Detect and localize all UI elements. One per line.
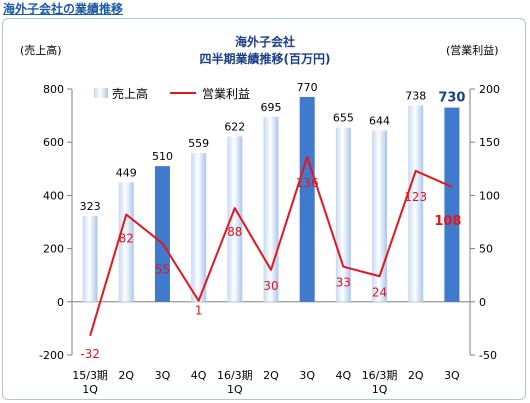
y-axis-left-label: (売上高) [20, 43, 62, 57]
bar-value-label: 730 [438, 91, 465, 106]
bar [227, 136, 243, 302]
bar-value-label: 770 [297, 81, 318, 94]
chart-subtitle: 四半期業績推移(百万円) [200, 51, 331, 66]
legend-bar-swatch [94, 88, 108, 98]
bar [444, 107, 460, 302]
line-value-label: 30 [263, 279, 278, 293]
y-tick-label-right: 100 [479, 189, 500, 202]
bar-value-label: 644 [369, 114, 390, 127]
x-tick-label: 3Q [155, 369, 171, 382]
chart-title: 海外子会社 [235, 34, 295, 49]
line-value-label: 136 [296, 176, 319, 190]
line-value-label: 33 [336, 276, 351, 290]
x-tick-label: 15/3期 1Q [72, 369, 108, 396]
bar [154, 166, 170, 302]
operating-profit-line [89, 156, 453, 337]
y-tick-label-left: 800 [43, 83, 64, 96]
bar-value-label: 323 [80, 200, 101, 213]
y-tick-label-left: 400 [43, 189, 64, 202]
bar [191, 153, 207, 302]
y-tick-label-right: -50 [479, 349, 497, 362]
page-heading: 海外子会社の業績推移 [3, 2, 124, 16]
bar-value-label: 655 [333, 112, 354, 125]
line-value-label: 55 [155, 262, 170, 276]
y-tick-label-left: 200 [43, 243, 64, 256]
x-tick-label: 2Q [263, 369, 279, 382]
legend-bar-label: 売上高 [112, 86, 148, 101]
bar-value-label: 559 [188, 137, 209, 150]
y-tick-label-right: 50 [479, 243, 493, 256]
legend-line-label: 営業利益 [202, 87, 250, 101]
bar-value-label: 695 [261, 101, 282, 114]
y-tick-label-right: 0 [479, 296, 486, 309]
y-tick-label-right: 200 [479, 83, 500, 96]
x-tick-label: 16/3期 1Q [217, 369, 253, 396]
line-value-label: 82 [119, 232, 134, 246]
bar [82, 215, 98, 302]
x-tick-label: 4Q [336, 369, 352, 382]
line-value-label: 123 [404, 190, 427, 204]
line-value-label: 1 [195, 304, 203, 318]
y-axis-right-label: (営業利益) [446, 43, 499, 57]
x-tick-label: 2Q [408, 369, 424, 382]
y-tick-label-right: 150 [479, 136, 500, 149]
bar-value-label: 510 [152, 150, 173, 163]
bar [372, 130, 388, 302]
chart-frame [2, 18, 526, 400]
bar [299, 96, 315, 302]
bar [408, 105, 424, 302]
legend: 売上高 営業利益 [94, 86, 250, 101]
y-tick-label-left: 600 [43, 136, 64, 149]
x-tick-label: 4Q [191, 369, 207, 382]
x-tick-label: 2Q [118, 369, 134, 382]
bar-value-label: 622 [224, 120, 245, 133]
bar [263, 116, 279, 302]
y-tick-label-left: 0 [57, 296, 64, 309]
bar [118, 182, 134, 302]
x-tick-label: 16/3期 1Q [362, 369, 398, 396]
line-value-label: 108 [434, 214, 461, 229]
line-value-label: 88 [227, 225, 242, 239]
line-value-label: -32 [80, 347, 100, 361]
x-tick-label: 3Q [444, 369, 460, 382]
x-tick-label: 3Q [299, 369, 315, 382]
bar-value-label: 449 [116, 166, 137, 179]
y-tick-label-left: -200 [39, 349, 64, 362]
bar-value-label: 738 [405, 89, 426, 102]
line-value-label: 24 [372, 285, 387, 299]
